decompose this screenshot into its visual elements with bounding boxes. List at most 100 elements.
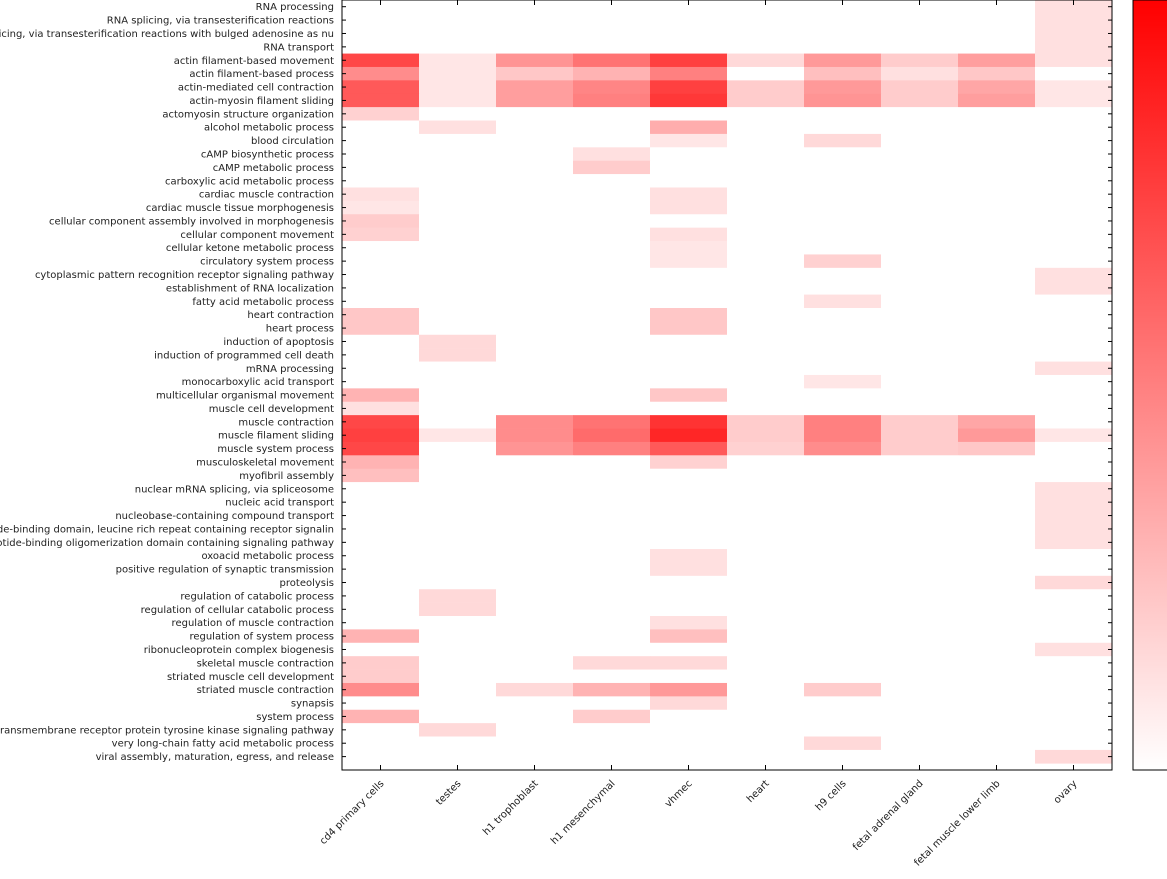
- heatmap-cell: [496, 93, 574, 108]
- heatmap-cell: [573, 441, 651, 456]
- heatmap-cell: [958, 522, 1036, 536]
- heatmap-cell: [496, 535, 574, 550]
- heatmap-cell: [727, 53, 805, 68]
- heatmap-cell: [1035, 334, 1113, 349]
- heatmap-cell: [1035, 241, 1113, 255]
- heatmap-cell: [419, 120, 497, 135]
- heatmap-cell: [1035, 388, 1113, 403]
- heatmap-cell: [650, 281, 728, 295]
- heatmap-cell: [804, 723, 882, 737]
- heatmap-cell: [958, 749, 1036, 764]
- heatmap-cell: [958, 334, 1036, 349]
- heatmap-cell: [496, 508, 574, 523]
- heatmap-cell: [881, 281, 959, 295]
- heatmap-cell: [342, 629, 420, 644]
- heatmap-cell: [881, 120, 959, 135]
- heatmap-cell: [419, 696, 497, 711]
- heatmap-cell: [419, 428, 497, 443]
- heatmap-cell: [881, 401, 959, 416]
- heatmap-cell: [1035, 549, 1113, 563]
- heatmap-cell: [881, 656, 959, 670]
- heatmap-cell: [958, 441, 1036, 456]
- heatmap-cell: [419, 602, 497, 617]
- heatmap-cell: [958, 80, 1036, 95]
- heatmap-cell: [1035, 160, 1113, 175]
- heatmap-cell: [804, 602, 882, 617]
- heatmap-cell: [496, 642, 574, 657]
- heatmap-cell: [650, 575, 728, 590]
- heatmap-cell: [958, 133, 1036, 148]
- heatmap-cell: [573, 401, 651, 416]
- heatmap-cell: [727, 241, 805, 255]
- heatmap-cell: [958, 549, 1036, 563]
- heatmap-cell: [496, 26, 574, 41]
- heatmap-cell: [650, 441, 728, 456]
- heatmap-cell: [573, 133, 651, 148]
- heatmap-cell: [1035, 294, 1113, 309]
- heatmap-cell: [496, 80, 574, 95]
- heatmap-cell: [419, 468, 497, 483]
- heatmap-cell: [573, 26, 651, 41]
- heatmap-cell: [419, 589, 497, 603]
- heatmap-cell: [958, 254, 1036, 269]
- y-tick-label: nuclear mRNA splicing, via spliceosome: [135, 484, 334, 495]
- heatmap-cell: [881, 723, 959, 737]
- heatmap-cell: [419, 40, 497, 54]
- heatmap-cell: [419, 254, 497, 269]
- heatmap-cell: [650, 455, 728, 469]
- heatmap-cell: [342, 160, 420, 175]
- heatmap-cell: [727, 214, 805, 228]
- heatmap-cell: [727, 602, 805, 617]
- heatmap-cell: [342, 294, 420, 309]
- y-tick-label: actin filament-based movement: [174, 56, 334, 67]
- heatmap-cell: [573, 696, 651, 711]
- y-tick-label: synapsis: [291, 699, 334, 710]
- y-tick-label: induction of apoptosis: [223, 337, 334, 348]
- heatmap-cell: [419, 107, 497, 121]
- heatmap-cell: [958, 107, 1036, 121]
- heatmap-cell: [342, 682, 420, 697]
- heatmap-cell: [496, 53, 574, 68]
- heatmap-cell: [1035, 696, 1113, 711]
- heatmap-cell: [804, 66, 882, 81]
- heatmap-cell: [342, 749, 420, 764]
- heatmap-cell: [958, 616, 1036, 630]
- heatmap-cell: [727, 709, 805, 724]
- heatmap-cell: [573, 53, 651, 68]
- heatmap-cell: [650, 428, 728, 443]
- heatmap-cell: [958, 0, 1036, 14]
- heatmap-cell: [727, 656, 805, 670]
- heatmap-cell: [881, 575, 959, 590]
- heatmap-cell: [881, 348, 959, 362]
- heatmap-cell: [804, 482, 882, 496]
- heatmap-cell: [496, 468, 574, 483]
- heatmap-cell: [881, 629, 959, 644]
- heatmap-cell: [804, 93, 882, 108]
- heatmap-cell: [573, 294, 651, 309]
- heatmap-cell: [881, 107, 959, 121]
- y-tick-label: regulation of muscle contraction: [172, 618, 334, 629]
- y-tick-label: actomyosin structure organization: [162, 109, 334, 120]
- heatmap-cell: [342, 374, 420, 389]
- heatmap-cell: [419, 535, 497, 550]
- heatmap-cell: [881, 308, 959, 322]
- heatmap-cell: [881, 66, 959, 81]
- heatmap-cell: [573, 214, 651, 228]
- heatmap-cell: [650, 66, 728, 81]
- heatmap-cell: [650, 562, 728, 577]
- heatmap-cell: [496, 0, 574, 14]
- heatmap-cell: [1035, 482, 1113, 496]
- heatmap-cell: [496, 334, 574, 349]
- heatmap-cell: [496, 174, 574, 188]
- heatmap-cell: [419, 308, 497, 322]
- heatmap-cell: [804, 468, 882, 483]
- heatmap-cell: [727, 80, 805, 95]
- heatmap-cell: [881, 93, 959, 108]
- heatmap-cell: [573, 723, 651, 737]
- heatmap-cell: [496, 602, 574, 617]
- heatmap-cell: [804, 147, 882, 161]
- heatmap-cell: [804, 267, 882, 282]
- heatmap-cell: [1035, 629, 1113, 644]
- heatmap-cell: [727, 749, 805, 764]
- heatmap-cell: [881, 241, 959, 255]
